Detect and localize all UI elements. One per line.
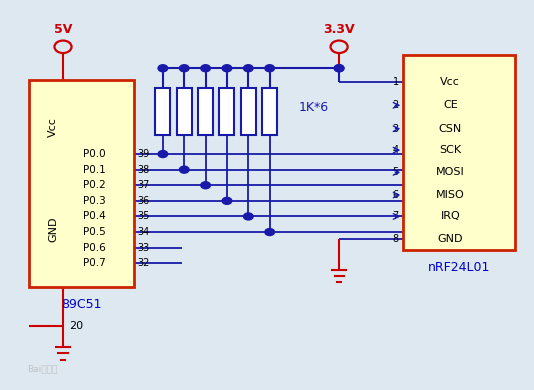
- Text: 8: 8: [393, 234, 399, 244]
- Text: 4: 4: [393, 145, 399, 155]
- Text: IRQ: IRQ: [441, 211, 460, 222]
- Text: 6: 6: [393, 190, 399, 200]
- Circle shape: [334, 65, 344, 72]
- Text: SCK: SCK: [439, 145, 461, 155]
- Text: 35: 35: [138, 211, 150, 222]
- Text: 40: 40: [69, 141, 83, 151]
- Circle shape: [201, 182, 210, 189]
- Text: 3.3V: 3.3V: [323, 23, 355, 36]
- Circle shape: [222, 197, 232, 204]
- Circle shape: [179, 65, 189, 72]
- Text: Bai度百科: Bai度百科: [28, 364, 58, 373]
- Bar: [29, 80, 134, 287]
- Circle shape: [179, 166, 189, 173]
- Text: P0.5: P0.5: [83, 227, 106, 237]
- Text: 7: 7: [392, 211, 399, 222]
- Bar: [198, 88, 213, 135]
- Bar: [177, 88, 192, 135]
- Text: CE: CE: [443, 100, 458, 110]
- Text: 34: 34: [138, 227, 150, 237]
- Text: nRF24L01: nRF24L01: [428, 261, 490, 274]
- Bar: [241, 88, 256, 135]
- Circle shape: [158, 65, 168, 72]
- Circle shape: [201, 65, 210, 72]
- Circle shape: [158, 151, 168, 158]
- Text: Vcc: Vcc: [441, 77, 460, 87]
- Text: MOSI: MOSI: [436, 167, 465, 177]
- Bar: [262, 88, 277, 135]
- Text: 33: 33: [138, 243, 150, 253]
- Text: 1K*6: 1K*6: [299, 101, 329, 114]
- Text: P0.0: P0.0: [83, 149, 106, 159]
- Text: 39: 39: [138, 149, 150, 159]
- Text: P0.1: P0.1: [83, 165, 106, 175]
- Bar: [155, 88, 170, 135]
- Text: 89C51: 89C51: [61, 298, 101, 311]
- Text: P0.2: P0.2: [83, 180, 106, 190]
- Text: GND: GND: [437, 234, 463, 244]
- Circle shape: [265, 65, 274, 72]
- Text: 36: 36: [138, 196, 150, 206]
- Bar: [219, 88, 234, 135]
- Text: 37: 37: [138, 180, 150, 190]
- Text: 38: 38: [138, 165, 150, 175]
- Text: P0.4: P0.4: [83, 211, 106, 222]
- Text: 32: 32: [138, 258, 150, 268]
- Bar: [403, 55, 515, 250]
- Text: 3: 3: [393, 124, 399, 134]
- Circle shape: [222, 65, 232, 72]
- Circle shape: [334, 65, 344, 72]
- Text: 1: 1: [393, 77, 399, 87]
- Text: P0.6: P0.6: [83, 243, 106, 253]
- Text: MISO: MISO: [436, 190, 465, 200]
- Circle shape: [265, 229, 274, 236]
- Text: P0.7: P0.7: [83, 258, 106, 268]
- Text: GND: GND: [49, 216, 58, 241]
- Text: P0.3: P0.3: [83, 196, 106, 206]
- Text: 20: 20: [69, 321, 83, 331]
- Circle shape: [244, 213, 253, 220]
- Text: 5V: 5V: [54, 23, 72, 36]
- Text: Vcc: Vcc: [49, 117, 58, 137]
- Text: CSN: CSN: [438, 124, 462, 134]
- Text: 5: 5: [392, 167, 399, 177]
- Circle shape: [244, 65, 253, 72]
- Text: 2: 2: [392, 100, 399, 110]
